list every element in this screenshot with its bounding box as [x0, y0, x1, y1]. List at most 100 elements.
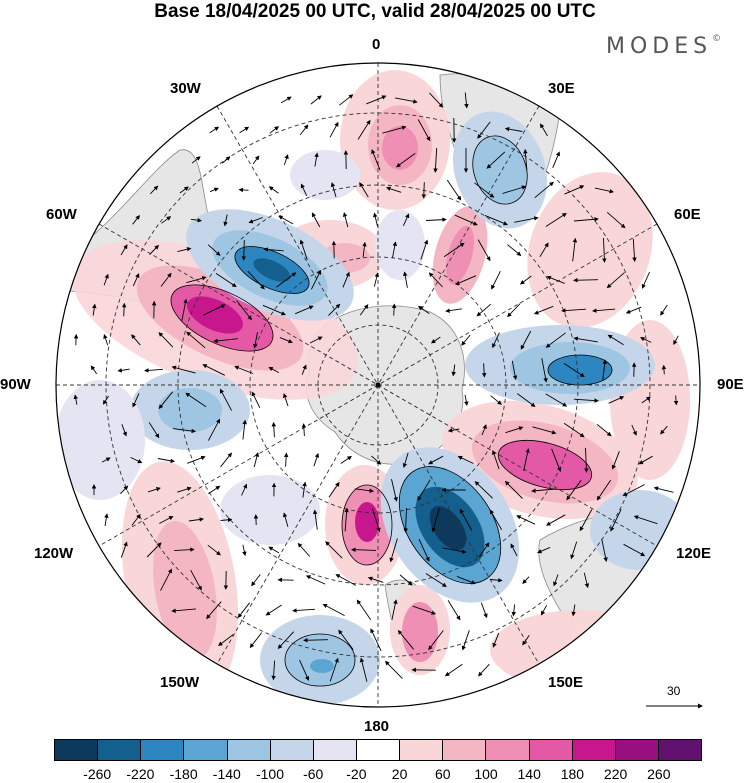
- wind-vector: [570, 541, 578, 560]
- wind-vector: [217, 634, 234, 647]
- colorbar-swatch: [184, 740, 228, 760]
- wind-vector: [522, 576, 530, 584]
- wind-vector: [186, 276, 207, 284]
- wind-vector: [611, 451, 620, 470]
- wind-vectors: [73, 92, 679, 682]
- wind-vector: [241, 240, 247, 261]
- wind-vector: [660, 304, 668, 316]
- colorbar-swatch: [141, 740, 185, 760]
- wind-vector: [391, 478, 398, 502]
- map-disc: [56, 63, 700, 707]
- colorbar-tick-label: 60: [435, 766, 451, 782]
- wind-vector: [594, 187, 614, 194]
- wind-vector: [384, 660, 403, 679]
- wind-vector: [359, 304, 369, 316]
- wind-vector: [490, 395, 502, 405]
- wind-vector: [283, 154, 289, 166]
- wind-vector: [632, 238, 637, 262]
- wind-vector: [607, 334, 624, 346]
- wind-vector: [579, 509, 593, 532]
- wind-vector: [325, 541, 343, 559]
- wind-vector: [533, 305, 554, 315]
- wind-vector: [301, 423, 307, 437]
- wind-vector: [474, 182, 495, 198]
- wind-vector: [92, 303, 97, 316]
- wind-vector: [187, 455, 206, 464]
- wind-vector: [425, 573, 447, 587]
- lon-label-90w: 90W: [0, 376, 31, 393]
- wind-vector: [120, 244, 128, 256]
- wind-vector: [342, 212, 349, 228]
- colorbar-tick-label: -140: [212, 766, 241, 782]
- wind-vector: [421, 182, 427, 199]
- wind-vector: [661, 364, 667, 375]
- wind-vector: [477, 663, 490, 677]
- wind-vector: [283, 452, 289, 467]
- wind-vector: [573, 217, 599, 222]
- wind-vector: [303, 637, 329, 643]
- wind-vector: [608, 396, 625, 404]
- wind-vector: [417, 119, 431, 142]
- wind-vector: [220, 517, 233, 523]
- wind-vector: [602, 237, 607, 263]
- wind-vector: [297, 542, 311, 557]
- wind-vector: [504, 126, 523, 132]
- wind-vector: [641, 271, 651, 289]
- wind-vector: [190, 569, 202, 591]
- wind-vector: [362, 241, 367, 258]
- wind-vector: [522, 634, 530, 646]
- wind-vector: [329, 121, 339, 138]
- wind-vector: [456, 575, 476, 585]
- wind-vector: [220, 452, 232, 468]
- wind-vector: [103, 273, 109, 286]
- wind-vector: [239, 126, 250, 134]
- wind-vector: [207, 544, 221, 556]
- wind-vector: [132, 214, 140, 225]
- wind-vector: [159, 516, 174, 524]
- wind-vector: [121, 302, 127, 317]
- wind-vector: [344, 507, 349, 532]
- wind-vector: [660, 425, 668, 435]
- colorbar-tick-label: -60: [303, 766, 324, 782]
- wind-vector: [561, 308, 587, 313]
- wind-vector: [329, 657, 339, 682]
- wind-vector: [354, 488, 374, 493]
- wind-vector: [551, 448, 562, 473]
- wind-vector: [158, 332, 174, 348]
- wind-vector: [426, 217, 447, 222]
- wind-vector: [313, 452, 320, 467]
- wind-vector: [160, 568, 172, 591]
- wind-vector: [447, 600, 461, 621]
- wind-vector: [241, 483, 248, 496]
- wind-vector: [520, 330, 532, 350]
- wind-vector: [339, 94, 354, 106]
- wind-vector: [490, 577, 503, 583]
- wind-vector: [248, 217, 263, 224]
- wind-vector: [564, 185, 585, 195]
- wind-vector: [478, 542, 490, 558]
- wind-vector: [566, 480, 582, 501]
- wind-vector: [90, 365, 98, 375]
- wind-vector: [382, 125, 407, 134]
- wind-vector: [300, 183, 308, 196]
- wind-vector: [447, 428, 460, 433]
- wind-vector: [391, 303, 397, 316]
- wind-vector: [251, 574, 261, 587]
- map-title: Base 18/04/2025 00 UTC, valid 28/04/2025…: [154, 1, 596, 22]
- wind-vector: [489, 509, 503, 531]
- wind-vector: [622, 484, 645, 496]
- wind-vector: [144, 368, 164, 373]
- wind-vector: [234, 365, 254, 374]
- wind-vector: [397, 630, 414, 650]
- colorbar-tick-label: -20: [346, 766, 367, 782]
- wind-vector: [340, 455, 352, 464]
- wind-vector: [242, 419, 247, 440]
- wind-vector: [418, 538, 430, 562]
- lon-label-180: 180: [364, 718, 390, 735]
- wind-vector: [202, 364, 225, 376]
- colorbar-tick-label: -100: [255, 766, 285, 782]
- colorbar-swatch: [227, 740, 271, 760]
- colorbar-tick-label: 220: [603, 766, 628, 782]
- wind-vector: [174, 547, 195, 552]
